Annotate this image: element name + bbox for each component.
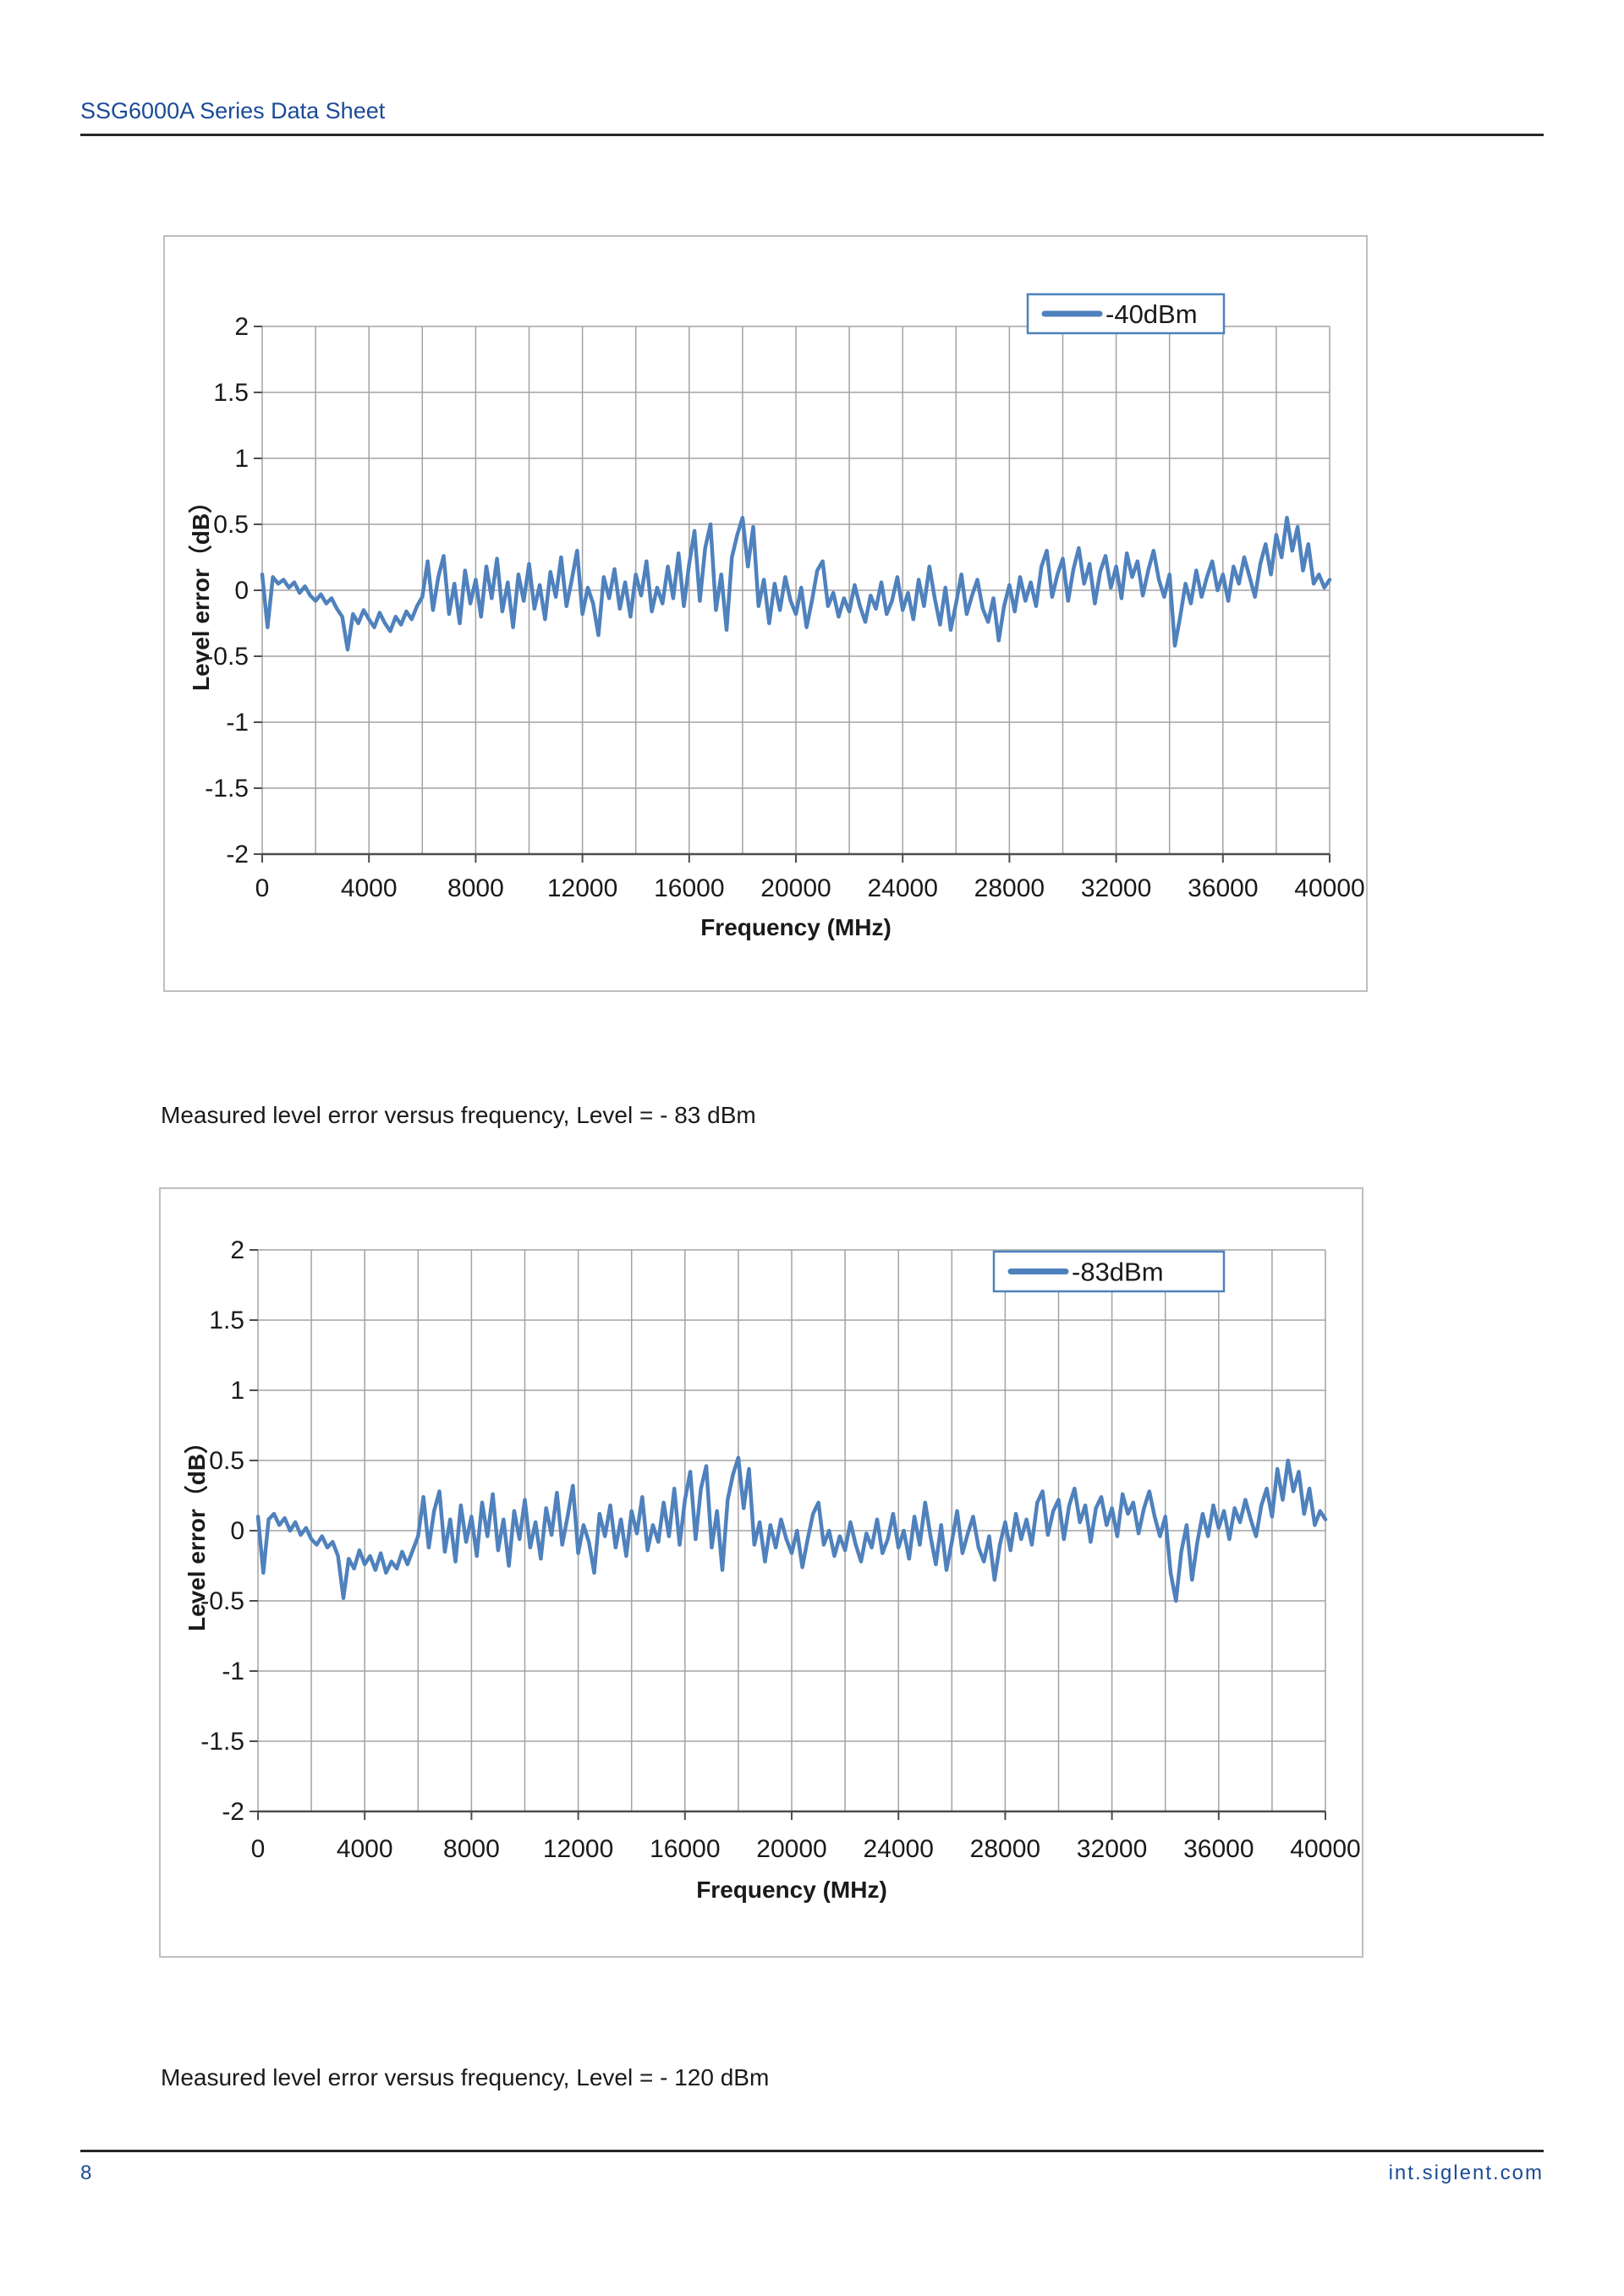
x-tick-label: 40000	[1290, 1835, 1360, 1863]
chart-canvas: 21.510.50-0.5-1-1.5-20 4000 8000 12000 16000…	[183, 1236, 1361, 1903]
y-tick-label: 1.5	[213, 379, 249, 407]
y-tick-label: 0.5	[209, 1447, 244, 1475]
y-tick-label: 2	[234, 313, 249, 341]
chart-level-error-minus83dbm: 2 1.5 1 0.5 0 -0.5 -1 -1.5 -2 0 4000 8000 12000 16000…	[159, 1187, 1363, 1958]
y-tick-label: 2	[230, 1236, 244, 1264]
chart-canvas: 21.510.50-0.5-1-1.5-20 4000 8000 12000 16000…	[187, 293, 1365, 940]
x-tick-label: 32000	[1077, 1835, 1147, 1863]
gridlines	[257, 1249, 1326, 1811]
y-tick-label: -0.5	[205, 643, 249, 671]
y-tick-label: 1.5	[209, 1307, 244, 1334]
x-tick-label: 16000	[654, 874, 724, 902]
x-tick-label: 20000	[760, 874, 831, 902]
y-axis-tick-labels: 2 1.5 1 0.5 0 -0.5 -1 -1.5 -2	[205, 313, 249, 869]
x-tick-label: 12000	[547, 874, 617, 902]
x-tick-label: 28000	[974, 874, 1045, 902]
x-axis-tick-labels: 0 4000 8000 12000 16000 20000 24000 28000 32000 3…	[251, 1835, 1361, 1863]
y-tick-label: -1.5	[200, 1728, 244, 1756]
x-tick-label: 36000	[1183, 1835, 1254, 1863]
x-tick-label: 32000	[1081, 874, 1151, 902]
x-tick-label: 20000	[756, 1835, 826, 1863]
y-tick-label: 1	[234, 445, 249, 473]
y-axis-title: Level error（dB）	[183, 1430, 210, 1631]
caption-level-minus83dbm: Measured level error versus frequency, L…	[161, 1102, 756, 1128]
x-tick-label: 24000	[863, 1835, 933, 1863]
axes	[250, 1249, 1326, 1820]
x-tick-label: 28000	[970, 1835, 1040, 1863]
x-tick-label: 24000	[867, 874, 937, 902]
y-tick-label: -1	[226, 709, 249, 737]
y-tick-label: 0	[234, 577, 249, 605]
footer-rule	[80, 2150, 1544, 2152]
x-axis-title: Frequency (MHz)	[696, 1877, 887, 1903]
caption-level-minus120dbm: Measured level error versus frequency, L…	[161, 2064, 770, 2091]
x-tick-label: 16000	[650, 1835, 720, 1863]
legend: -40dBm	[1026, 293, 1226, 335]
x-axis-title: Frequency (MHz)	[700, 914, 892, 940]
x-tick-label: 40000	[1294, 874, 1364, 902]
footer-website-link[interactable]: int.siglent.com	[1388, 2162, 1544, 2184]
x-axis-tick-labels: 0 4000 8000 12000 16000 20000 24000 28000 32000 3…	[255, 874, 1365, 902]
y-axis-tick-labels: 2 1.5 1 0.5 0 -0.5 -1 -1.5 -2	[200, 1236, 244, 1826]
legend: -83dBm	[992, 1250, 1226, 1293]
y-tick-label: -1.5	[205, 775, 249, 803]
x-tick-label: 4000	[341, 874, 398, 902]
y-tick-label: -1	[222, 1658, 244, 1685]
level-error-trace	[260, 515, 1332, 652]
x-tick-label: 8000	[443, 1835, 500, 1863]
axes	[254, 326, 1330, 863]
y-axis-title: Level error（dB）	[187, 490, 214, 691]
x-tick-label: 12000	[543, 1835, 613, 1863]
x-tick-label: 0	[255, 874, 270, 902]
y-tick-label: 0.5	[213, 511, 249, 539]
y-tick-label: -2	[222, 1798, 244, 1826]
y-tick-label: 1	[230, 1377, 244, 1405]
y-tick-label: -0.5	[200, 1587, 244, 1615]
x-tick-label: 36000	[1188, 874, 1258, 902]
y-tick-label: 0	[230, 1517, 244, 1545]
level-error-trace	[255, 1455, 1328, 1603]
x-tick-label: 8000	[447, 874, 504, 902]
legend-label: -40dBm	[1106, 299, 1198, 329]
footer-page-number: 8	[80, 2162, 92, 2184]
y-tick-label: -2	[226, 841, 249, 869]
chart-level-error-minus40dbm: 2 1.5 1 0.5 0 -0.5 -1 -1.5 -2 0 4000 8000 12000 16000…	[163, 235, 1368, 992]
legend-label: -83dBm	[1072, 1258, 1164, 1287]
x-tick-label: 4000	[337, 1835, 393, 1863]
x-tick-label: 0	[251, 1835, 266, 1863]
header-rule	[80, 134, 1544, 136]
header-title: SSG6000A Series Data Sheet	[80, 98, 386, 123]
